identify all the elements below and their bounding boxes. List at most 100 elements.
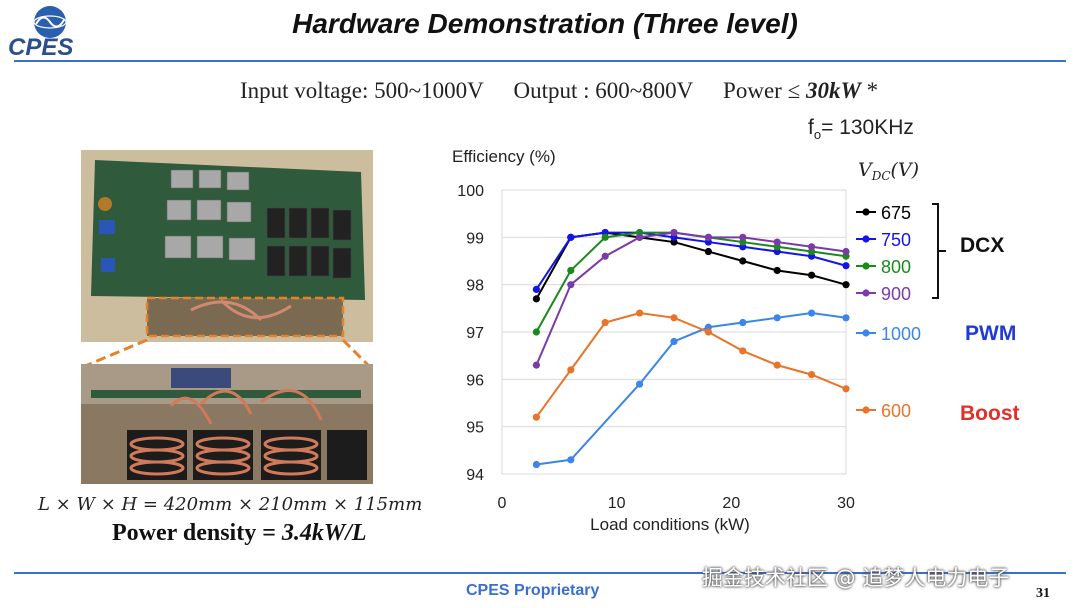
switching-frequency: fo= 130KHz (808, 116, 914, 142)
y-tick-label: 97 (466, 325, 484, 342)
x-axis-label: Load conditions (kW) (590, 515, 750, 534)
data-point (808, 371, 816, 379)
legend-label: 1000 (881, 324, 921, 344)
data-point (567, 266, 575, 275)
dimensions-text: L × W × H = 420mm × 210mm × 115mm (38, 494, 423, 515)
legend-marker (862, 289, 870, 297)
y-tick-label: 94 (466, 467, 484, 484)
series-line (535, 231, 847, 366)
series-line (536, 312, 847, 466)
data-point (808, 309, 816, 317)
data-point (842, 314, 850, 322)
dcx-bracket (932, 203, 946, 299)
legend: 675 750 800 900 1000 600 (856, 203, 921, 421)
data-point (842, 385, 850, 393)
legend-label: 600 (881, 401, 911, 421)
hardware-photo-top (81, 150, 373, 342)
legend-marker (862, 262, 870, 270)
data-point (567, 281, 575, 289)
power-spec: Power ≤ 30kW * (723, 78, 878, 103)
data-point (601, 318, 609, 327)
power-density-label: Power density = (112, 520, 282, 546)
plot-frame (501, 189, 847, 475)
data-point (704, 328, 712, 336)
data-point (773, 238, 781, 246)
data-point (842, 262, 850, 270)
fo-label: f (808, 116, 814, 139)
fo-value: = 130KHz (821, 116, 914, 139)
x-tick-label: 20 (722, 495, 740, 512)
group-label-dcx: DCX (960, 234, 1004, 257)
data-point (739, 233, 747, 241)
page-title: Hardware Demonstration (Three level) (292, 8, 798, 39)
input-voltage-spec: Input voltage: 500~1000V (240, 78, 484, 103)
specs-line: Input voltage: 500~1000V Output : 600~80… (240, 78, 878, 104)
data-point (532, 295, 540, 303)
legend-label: 800 (881, 257, 911, 277)
power-density-text: Power density = 3.4kW/L (112, 520, 367, 547)
output-voltage-spec: Output : 600~800V (513, 78, 694, 103)
data-point (808, 243, 816, 251)
data-point (532, 285, 540, 293)
data-point (532, 413, 540, 421)
x-tick-label: 10 (608, 495, 626, 512)
data-point (636, 309, 644, 317)
data-point (636, 380, 644, 388)
data-point (567, 366, 575, 374)
data-point (532, 328, 540, 336)
data-point (532, 460, 540, 469)
header-divider (14, 60, 1066, 62)
data-point (739, 257, 747, 265)
legend-marker (862, 406, 870, 414)
data-point (670, 337, 678, 346)
series-lines (532, 229, 850, 469)
legend-item-750: 750 (856, 230, 911, 250)
series-line (535, 231, 847, 300)
series-600 (532, 309, 850, 421)
data-point (773, 314, 781, 322)
legend-item-800: 800 (856, 257, 911, 277)
legend-item-900: 900 (856, 284, 911, 304)
data-point (636, 233, 644, 241)
y-tick-label: 95 (466, 420, 484, 437)
group-label-boost: Boost (960, 402, 1020, 425)
series-line (535, 312, 847, 418)
legend-label: 750 (881, 230, 911, 250)
data-point (704, 233, 712, 241)
watermark: 掘金技术社区 @ 追梦人电力电子 (702, 566, 1010, 590)
data-point (773, 266, 781, 275)
series-line (535, 231, 847, 290)
legend-item-1000: 1000 (856, 324, 921, 344)
data-point (567, 456, 575, 464)
power-suffix: * (860, 78, 879, 103)
legend-marker (862, 235, 870, 243)
x-tick-label: 0 (498, 495, 507, 512)
power-prefix: Power ≤ (723, 78, 806, 103)
series-900 (532, 229, 850, 369)
footer-divider (14, 572, 1066, 574)
legend-label: 900 (881, 284, 911, 304)
data-point (670, 229, 678, 237)
data-point (601, 252, 609, 260)
hardware-photo-bottom (81, 364, 373, 484)
tick-labels: 94 95 96 97 98 99 100 0 10 20 30 (457, 183, 855, 512)
data-point (739, 318, 747, 327)
globe-icon (33, 6, 67, 38)
data-point (842, 247, 850, 256)
zoom-connector (84, 338, 371, 368)
page-number: 31 (1036, 586, 1050, 601)
fo-subscript: o (813, 127, 822, 143)
data-point (842, 281, 850, 289)
data-point (670, 314, 678, 322)
data-point (739, 347, 747, 355)
cpes-logo (6, 4, 94, 60)
data-point (601, 233, 609, 241)
footer-text: CPES Proprietary (466, 582, 600, 599)
data-point (704, 247, 712, 256)
group-label-pwm: PWM (965, 322, 1016, 345)
y-axis-label: Efficiency (%) (452, 147, 556, 166)
y-tick-label: 100 (457, 183, 484, 200)
legend-title: VDC(V) (858, 159, 919, 183)
x-tick-label: 30 (837, 495, 855, 512)
